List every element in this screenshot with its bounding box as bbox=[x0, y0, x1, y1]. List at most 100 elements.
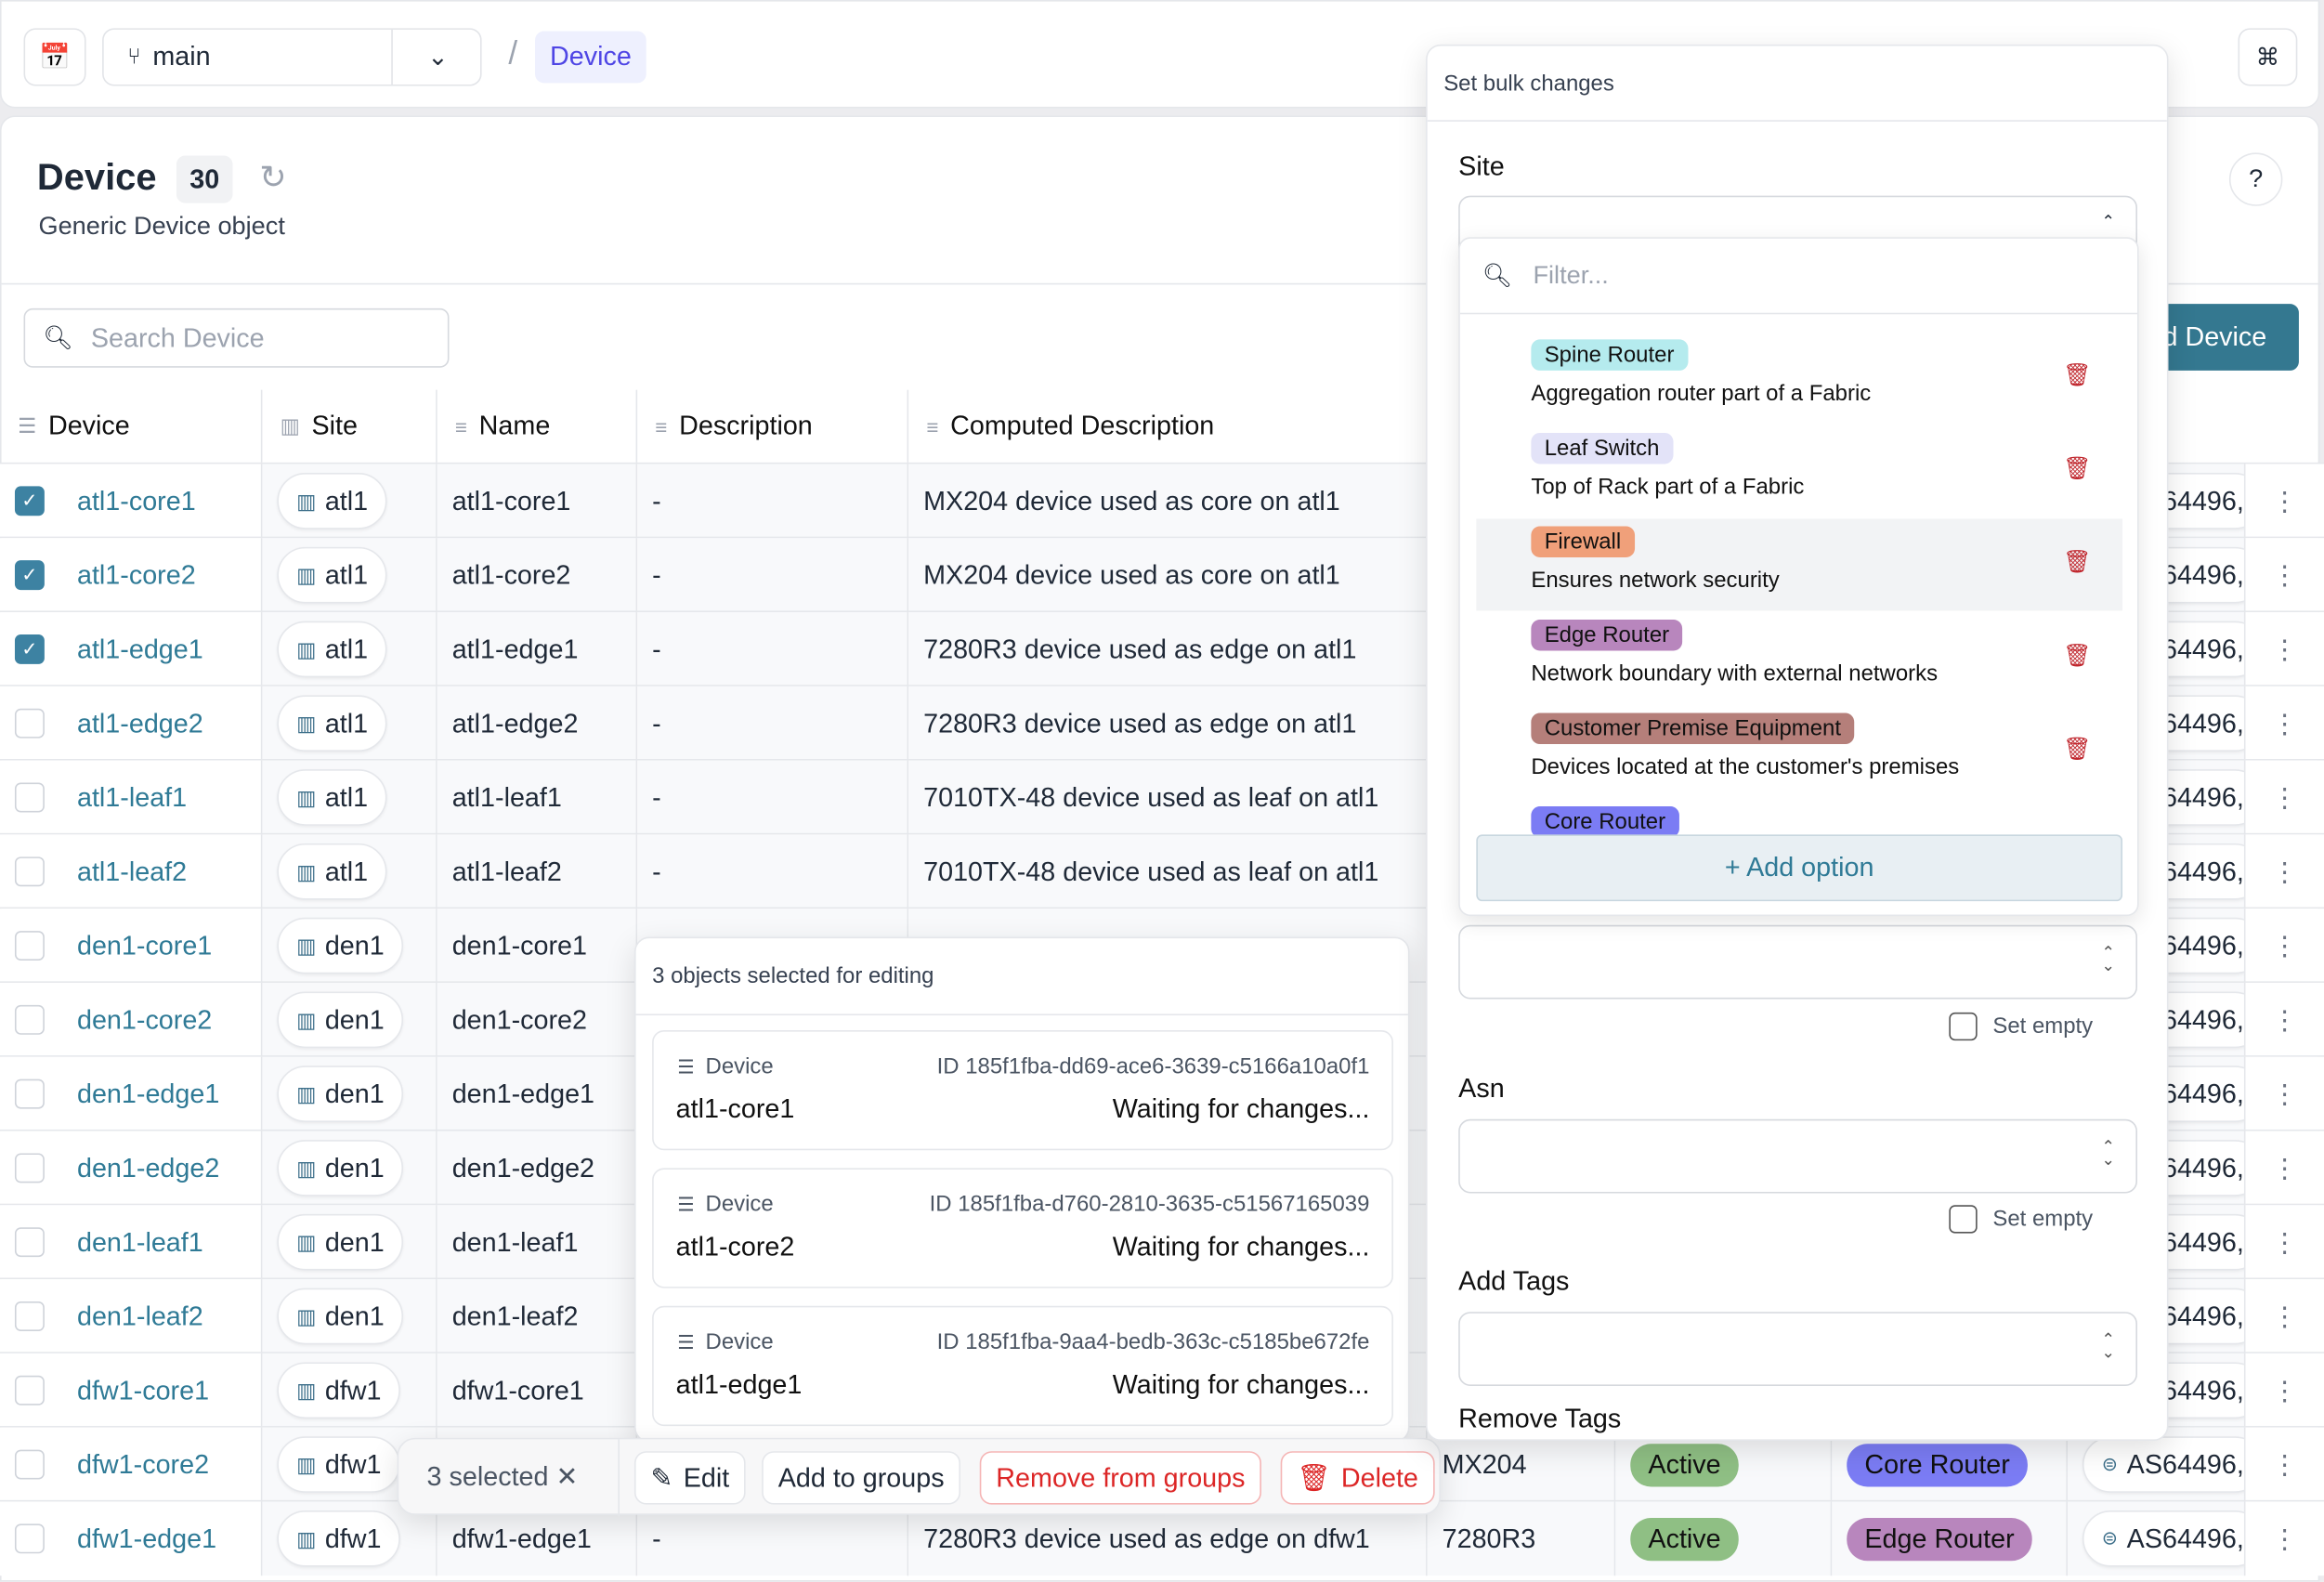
site-pill[interactable]: ▥ dfw1 bbox=[277, 1510, 401, 1567]
clear-selection-icon[interactable]: ✕ bbox=[555, 1461, 579, 1492]
dropdown-option[interactable]: Firewall Ensures network security 🗑︎ bbox=[1476, 518, 2123, 611]
row-checkbox[interactable]: ✓ bbox=[14, 486, 45, 516]
add-option-button[interactable]: + Add option bbox=[1476, 834, 2123, 902]
dropdown-option[interactable]: Core Router bbox=[1476, 799, 2122, 891]
more-vertical-icon[interactable]: ⋮ bbox=[2271, 1226, 2299, 1257]
row-checkbox[interactable] bbox=[14, 1523, 45, 1554]
search-input[interactable]: 🔍︎ Search Device bbox=[23, 307, 450, 368]
device-link[interactable]: atl1-edge2 bbox=[76, 707, 203, 738]
site-pill[interactable]: ▥ atl1 bbox=[277, 695, 387, 752]
more-vertical-icon[interactable]: ⋮ bbox=[2271, 1301, 2299, 1331]
site-pill[interactable]: ▥ den1 bbox=[277, 1213, 404, 1271]
row-checkbox[interactable]: ✓ bbox=[14, 560, 45, 591]
row-checkbox[interactable] bbox=[14, 1227, 45, 1258]
calendar-clock-button[interactable]: 📅 bbox=[23, 28, 86, 86]
add-tags-select[interactable]: ⌃ ⌄ bbox=[1458, 1312, 2137, 1386]
device-link[interactable]: dfw1-edge1 bbox=[76, 1523, 217, 1553]
asn-select[interactable]: ⌃ ⌄ bbox=[1458, 1118, 2137, 1194]
row-checkbox[interactable] bbox=[14, 1004, 45, 1035]
more-vertical-icon[interactable]: ⋮ bbox=[2271, 1375, 2299, 1405]
asn-pill[interactable]: ⊜ AS64496, bbox=[2082, 1510, 2244, 1567]
site-pill[interactable]: ▥ den1 bbox=[277, 1140, 404, 1196]
asn-pill[interactable]: ⊜ AS64496, bbox=[2082, 1436, 2244, 1493]
more-vertical-icon[interactable]: ⋮ bbox=[2271, 781, 2299, 812]
delete-button[interactable]: 🗑︎ Delete bbox=[1280, 1451, 1435, 1505]
trash-icon[interactable]: 🗑︎ bbox=[2063, 362, 2092, 389]
row-checkbox[interactable] bbox=[14, 1079, 45, 1109]
device-link[interactable]: den1-core2 bbox=[76, 1004, 213, 1035]
help-button[interactable]: ? bbox=[2228, 152, 2283, 206]
add-to-groups-button[interactable]: Add to groups bbox=[762, 1451, 961, 1505]
more-vertical-icon[interactable]: ⋮ bbox=[2271, 1004, 2299, 1035]
more-vertical-icon[interactable]: ⋮ bbox=[2271, 856, 2299, 886]
row-checkbox[interactable] bbox=[14, 1301, 45, 1331]
select-field[interactable]: ⌃ ⌄ bbox=[1458, 924, 2137, 1000]
remove-from-groups-button[interactable]: Remove from groups bbox=[979, 1451, 1262, 1505]
more-vertical-icon[interactable]: ⋮ bbox=[2271, 707, 2299, 738]
chevron-down-icon[interactable]: ⌄ bbox=[391, 29, 483, 85]
trash-icon[interactable]: 🗑︎ bbox=[2063, 456, 2092, 482]
row-checkbox[interactable] bbox=[14, 1375, 45, 1405]
edit-button[interactable]: ✎ Edit bbox=[633, 1451, 746, 1505]
device-link[interactable]: den1-edge2 bbox=[76, 1152, 220, 1183]
row-checkbox[interactable] bbox=[14, 1153, 45, 1183]
dropdown-option[interactable]: Spine Router Aggregation router part of a… bbox=[1476, 332, 2122, 424]
set-empty-checkbox-2[interactable]: Set empty bbox=[1950, 1205, 2093, 1234]
device-link[interactable]: den1-core1 bbox=[76, 930, 213, 961]
column-header-site[interactable]: ▥ Site bbox=[262, 389, 437, 463]
more-vertical-icon[interactable]: ⋮ bbox=[2271, 930, 2299, 961]
device-link[interactable]: atl1-edge1 bbox=[76, 634, 203, 664]
column-header-name[interactable]: ≡ Name bbox=[437, 389, 638, 463]
site-pill[interactable]: ▥ dfw1 bbox=[277, 1436, 401, 1493]
row-checkbox[interactable] bbox=[14, 782, 45, 813]
more-vertical-icon[interactable]: ⋮ bbox=[2271, 1152, 2299, 1183]
row-checkbox[interactable]: ✓ bbox=[14, 634, 45, 664]
column-header-device[interactable]: ☰ Device bbox=[0, 389, 263, 463]
column-header-description[interactable]: ≡ Description bbox=[637, 389, 909, 463]
more-vertical-icon[interactable]: ⋮ bbox=[2271, 485, 2299, 516]
site-pill[interactable]: ▥ den1 bbox=[277, 1288, 404, 1345]
more-vertical-icon[interactable]: ⋮ bbox=[2271, 1078, 2299, 1108]
more-vertical-icon[interactable]: ⋮ bbox=[2271, 1523, 2299, 1553]
dropdown-option[interactable]: Leaf Switch Top of Rack part of a Fabric 🗑… bbox=[1476, 425, 2122, 517]
device-link[interactable]: atl1-core2 bbox=[76, 559, 196, 590]
checkbox[interactable] bbox=[1950, 1012, 1978, 1041]
more-vertical-icon[interactable]: ⋮ bbox=[2271, 559, 2299, 590]
site-pill[interactable]: ▥ atl1 bbox=[277, 473, 387, 530]
row-checkbox[interactable] bbox=[14, 931, 45, 961]
trash-icon[interactable]: 🗑︎ bbox=[2063, 643, 2092, 669]
row-checkbox[interactable] bbox=[14, 708, 45, 739]
breadcrumb-device[interactable]: Device bbox=[535, 31, 646, 84]
device-link[interactable]: atl1-leaf1 bbox=[76, 781, 188, 812]
more-vertical-icon[interactable]: ⋮ bbox=[2271, 634, 2299, 664]
site-pill[interactable]: ▥ den1 bbox=[277, 991, 404, 1049]
dropdown-option[interactable]: Edge Router Network boundary with externa… bbox=[1476, 612, 2122, 704]
trash-icon[interactable]: 🗑︎ bbox=[2063, 737, 2092, 763]
site-pill[interactable]: ▥ atl1 bbox=[277, 546, 387, 604]
trash-icon[interactable]: 🗑︎ bbox=[2063, 550, 2092, 576]
refresh-icon[interactable]: ↻ bbox=[259, 158, 287, 196]
site-pill[interactable]: ▥ atl1 bbox=[277, 843, 387, 900]
dropdown-option[interactable]: Customer Premise Equipment Devices locate… bbox=[1476, 706, 2122, 798]
site-pill[interactable]: ▥ atl1 bbox=[277, 769, 387, 826]
apps-button[interactable]: ⌘ bbox=[2238, 28, 2298, 86]
device-link[interactable]: dfw1-core1 bbox=[76, 1375, 210, 1405]
column-header-computed-description[interactable]: ≡ Computed Description bbox=[908, 389, 1428, 463]
device-link[interactable]: den1-edge1 bbox=[76, 1078, 220, 1108]
row-checkbox[interactable] bbox=[14, 1449, 45, 1480]
device-link[interactable]: atl1-core1 bbox=[76, 485, 196, 516]
checkbox[interactable] bbox=[1950, 1205, 1978, 1234]
site-pill[interactable]: ▥ den1 bbox=[277, 1066, 404, 1122]
site-pill[interactable]: ▥ dfw1 bbox=[277, 1362, 401, 1419]
set-empty-checkbox-1[interactable]: Set empty bbox=[1950, 1012, 2093, 1041]
device-link[interactable]: atl1-leaf2 bbox=[76, 856, 188, 886]
site-pill[interactable]: ▥ atl1 bbox=[277, 621, 387, 678]
filter-input[interactable]: 🔍︎ Filter... bbox=[1459, 239, 2137, 315]
more-vertical-icon[interactable]: ⋮ bbox=[2271, 1448, 2299, 1479]
site-pill[interactable]: ▥ den1 bbox=[277, 917, 404, 974]
branch-selector[interactable]: ⑂ main ⌄ bbox=[102, 28, 483, 86]
device-link[interactable]: den1-leaf2 bbox=[76, 1301, 203, 1331]
row-checkbox[interactable] bbox=[14, 856, 45, 887]
device-link[interactable]: dfw1-core2 bbox=[76, 1448, 210, 1479]
device-link[interactable]: den1-leaf1 bbox=[76, 1226, 203, 1257]
